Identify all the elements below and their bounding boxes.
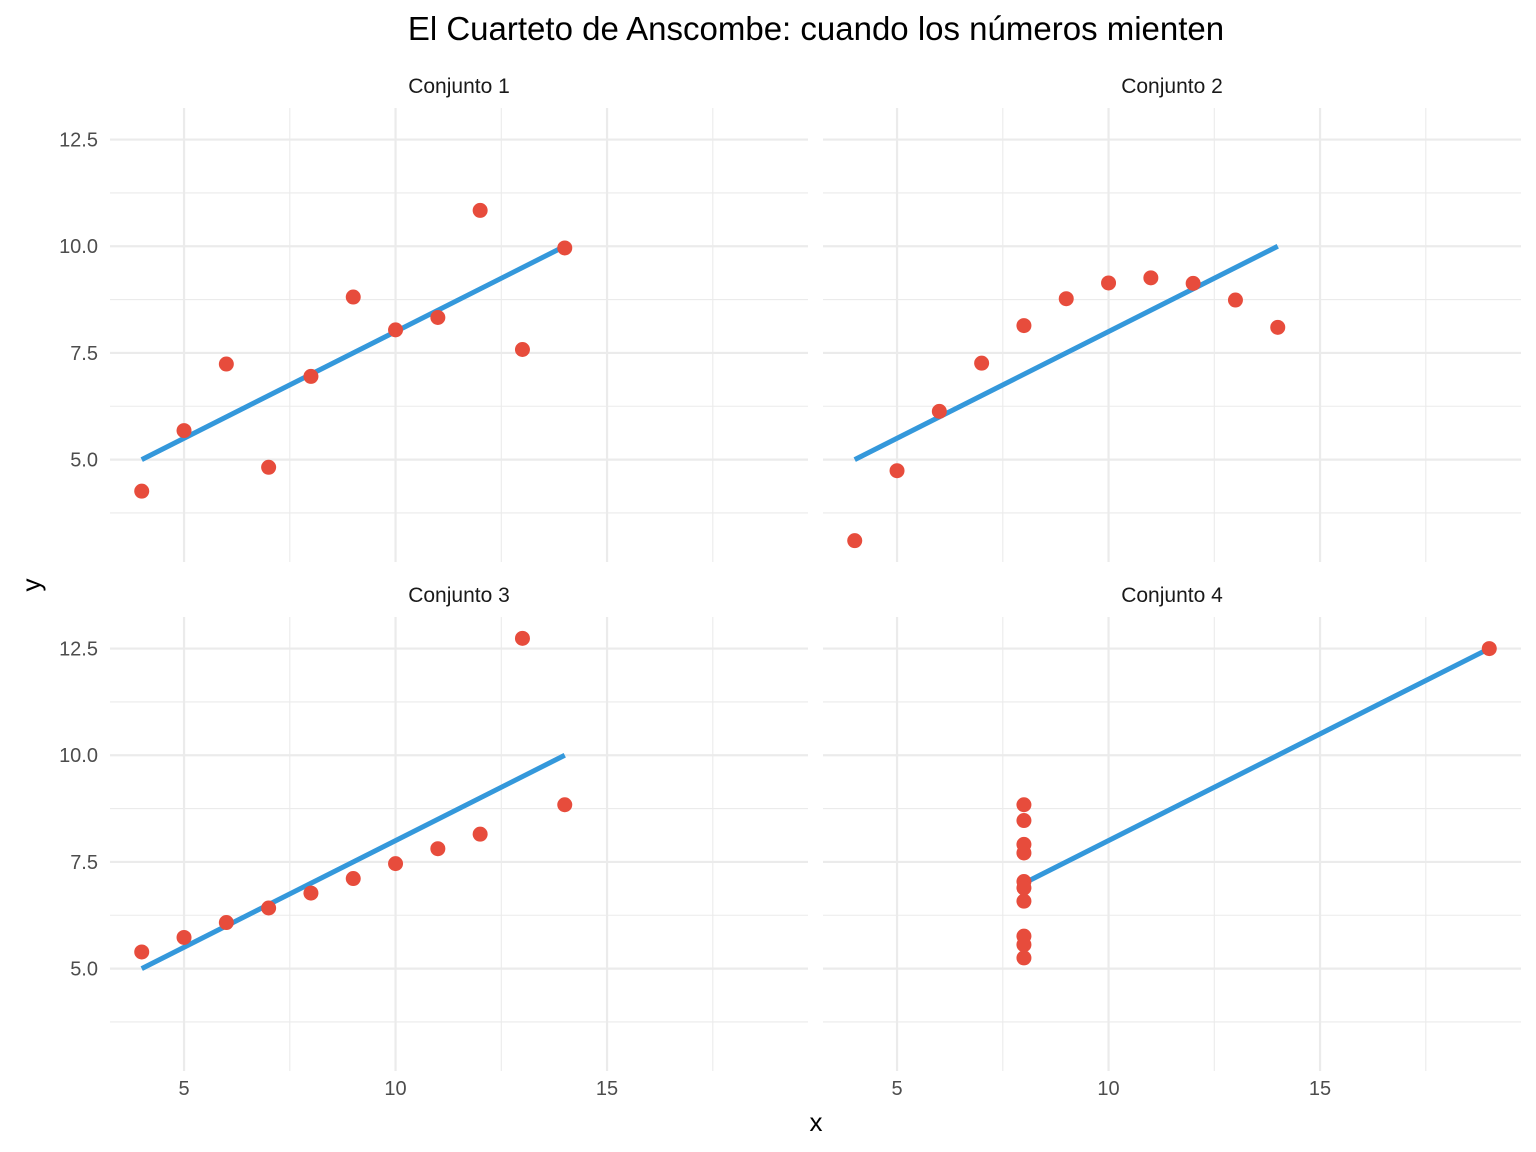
chart-title: El Cuarteto de Anscombe: cuando los núme…: [408, 10, 1224, 47]
data-point: [303, 885, 319, 901]
data-point: [176, 929, 192, 945]
facet-panel: Conjunto 4: [823, 584, 1521, 1071]
data-point: [218, 915, 234, 931]
data-point: [218, 356, 234, 372]
x-tick-label: 10: [1097, 1078, 1119, 1100]
data-point: [261, 900, 277, 916]
y-axis-title: y: [16, 579, 46, 592]
facet-panel: Conjunto 3: [110, 584, 808, 1071]
facet-panel: Conjunto 1: [110, 75, 808, 562]
data-point: [1016, 937, 1032, 953]
y-tick-label: 7.5: [70, 852, 98, 874]
data-point: [514, 630, 530, 646]
data-point: [514, 342, 530, 358]
data-point: [1016, 797, 1032, 813]
data-point: [388, 322, 404, 338]
regression-line: [140, 753, 566, 971]
y-tick-label: 12.5: [59, 130, 98, 152]
x-tick-label: 15: [596, 1078, 618, 1100]
data-point: [889, 463, 905, 479]
data-point: [1016, 813, 1032, 829]
facet-panel: Conjunto 2: [823, 75, 1521, 562]
data-point: [345, 871, 361, 887]
data-point: [1227, 292, 1243, 308]
y-tick-label: 5.0: [70, 450, 98, 472]
regression-line: [1022, 646, 1491, 886]
data-point: [1101, 275, 1117, 291]
data-point: [1016, 836, 1032, 852]
data-point: [261, 459, 277, 475]
regression-line: [140, 244, 566, 462]
data-point: [472, 202, 488, 218]
facet-strip-label: Conjunto 1: [408, 75, 510, 98]
x-tick-label: 5: [891, 1078, 902, 1100]
data-point: [430, 841, 446, 857]
data-point: [176, 423, 192, 439]
data-point: [1481, 641, 1497, 657]
data-point: [1016, 318, 1032, 334]
data-point: [345, 289, 361, 305]
x-tick-label: 10: [384, 1078, 406, 1100]
facet-strip-label: Conjunto 4: [1121, 584, 1223, 607]
y-tick-label: 7.5: [70, 343, 98, 365]
y-tick-label: 10.0: [59, 236, 98, 258]
data-point: [134, 483, 150, 499]
data-point: [388, 856, 404, 872]
data-point: [974, 355, 990, 371]
data-point: [472, 826, 488, 842]
facet-panels: Conjunto 1 Conjunto 2 Conjunto 3 Conjunto 4: [110, 75, 1521, 1071]
data-point: [1185, 275, 1201, 291]
data-point: [1016, 893, 1032, 909]
data-point: [1016, 950, 1032, 966]
y-tick-label: 12.5: [59, 639, 98, 661]
y-tick-label: 5.0: [70, 959, 98, 981]
regression-line: [853, 244, 1279, 462]
data-point: [557, 797, 573, 813]
x-axis-title: x: [810, 1107, 823, 1137]
facet-strip-label: Conjunto 2: [1121, 75, 1223, 98]
facet-strip-label: Conjunto 3: [408, 584, 510, 607]
data-point: [303, 368, 319, 384]
data-point: [847, 533, 863, 549]
data-point: [1143, 270, 1159, 286]
data-point: [430, 310, 446, 326]
data-point: [1270, 319, 1286, 335]
y-tick-label: 10.0: [59, 745, 98, 767]
axes: 5.0 7.5 10.0 12.5 5.0 7.5 10.0 12.5 5 10 15 5 10 15: [59, 130, 1331, 1100]
data-point: [1016, 880, 1032, 896]
x-tick-label: 15: [1309, 1078, 1331, 1100]
x-tick-label: 5: [178, 1078, 189, 1100]
data-point: [1058, 291, 1074, 307]
data-point: [134, 944, 150, 960]
data-point: [931, 403, 947, 419]
data-point: [557, 240, 573, 256]
